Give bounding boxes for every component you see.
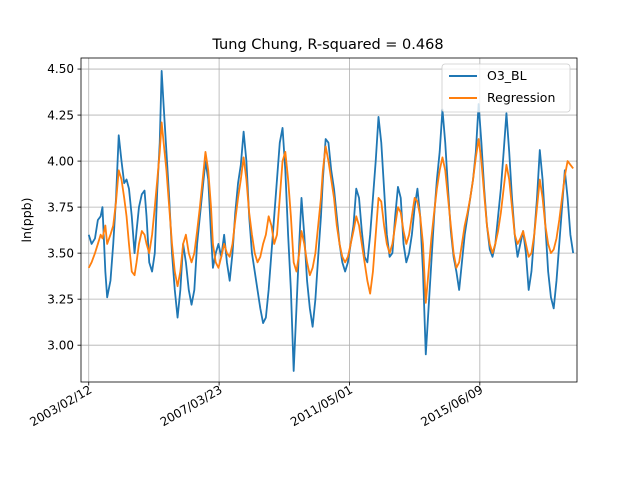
series-line-o3-bl xyxy=(87,69,575,372)
x-tick-label: 2007/03/23 xyxy=(158,382,225,429)
chart-title: Tung Chung, R-squared = 0.468 xyxy=(211,37,443,53)
legend: O3_BL Regression xyxy=(441,63,571,113)
y-tick-label: 3.75 xyxy=(47,200,74,214)
series-line-regression xyxy=(87,121,574,304)
y-tick-label: 4.50 xyxy=(47,62,74,76)
y-axis-label: ln(ppb) xyxy=(19,198,34,243)
legend-label-regression: Regression xyxy=(487,90,555,105)
series-layer xyxy=(87,69,575,372)
y-tick-label: 3.00 xyxy=(47,338,74,352)
legend-label-o3-bl: O3_BL xyxy=(487,68,527,83)
x-tick-label: 2003/02/12 xyxy=(27,382,94,429)
ticks: 3.00 3.25 3.50 3.75 4.00 4.25 4.50 2003/02/12 20… xyxy=(27,62,485,429)
y-tick-label: 4.00 xyxy=(47,154,74,168)
x-tick-label: 2011/05/01 xyxy=(288,382,355,429)
x-tick-label: 2015/06/09 xyxy=(418,382,485,429)
y-tick-label: 4.25 xyxy=(47,108,74,122)
y-tick-label: 3.25 xyxy=(47,292,74,306)
y-tick-label: 3.50 xyxy=(47,246,74,260)
plot-frame xyxy=(80,57,578,383)
